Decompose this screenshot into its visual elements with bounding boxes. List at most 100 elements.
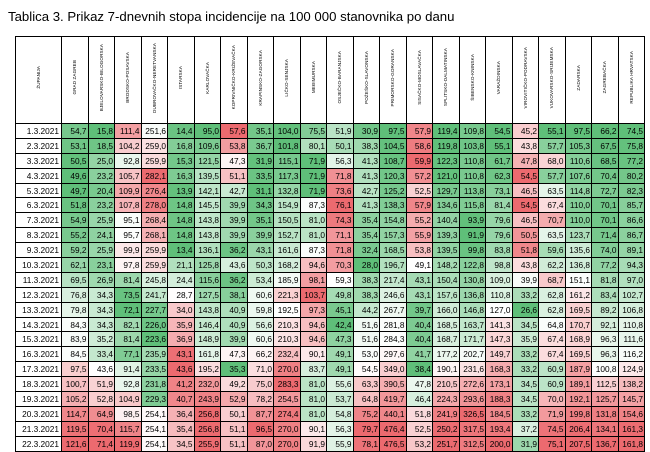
value-cell: 33,4 xyxy=(87,346,115,363)
value-cell: 99,9 xyxy=(114,242,142,259)
value-cell: 35,4 xyxy=(167,420,195,437)
value-cell: 132,8 xyxy=(273,182,301,199)
value-cell: 63,5 xyxy=(538,182,566,199)
value-cell: 55,6 xyxy=(326,376,354,393)
value-cell: 145,5 xyxy=(193,197,221,214)
date-cell: 7.3.2021 xyxy=(15,212,62,229)
value-cell: 64,8 xyxy=(538,316,566,333)
value-cell: 34,0 xyxy=(167,301,195,318)
value-cell: 71,4 xyxy=(591,227,619,244)
value-cell: 71,0 xyxy=(246,361,274,378)
table-row: 4.3.2021 49,6 23,2 105,7 282,1 16,3 139,5 51,1 3… xyxy=(15,167,645,184)
value-cell: 255,9 xyxy=(193,435,221,452)
value-cell: 71,1 xyxy=(326,227,354,244)
value-cell: 49,1 xyxy=(326,361,354,378)
value-cell: 32,4 xyxy=(352,242,380,259)
column-header: BRODSKO-POSAVSKA xyxy=(114,36,142,124)
value-cell: 97,5 xyxy=(379,123,407,139)
value-cell: 80,1 xyxy=(299,137,327,154)
column-header: VUKOVARSKO-SRIJEMSKA xyxy=(538,36,566,124)
table-row: 20.3.2021 114,7 64,9 98,5 254,1 36,4 256,8 50,1… xyxy=(15,405,645,422)
value-cell: 58,6 xyxy=(405,137,433,154)
value-cell: 122,8 xyxy=(458,257,486,273)
value-cell: 33,2 xyxy=(511,346,539,363)
value-cell: 34,5 xyxy=(511,376,539,393)
value-cell: 270,0 xyxy=(273,435,301,452)
value-cell: 31,9 xyxy=(511,435,539,452)
value-cell: 97,5 xyxy=(564,123,592,139)
value-cell: 129,7 xyxy=(432,182,460,199)
column-header-label: KRAPINSKO-ZAGORSKA xyxy=(257,49,263,106)
value-cell: 150,5 xyxy=(273,212,301,229)
value-cell: 74,5 xyxy=(617,123,645,139)
value-cell: 66,2 xyxy=(591,123,619,139)
value-cell: 20,4 xyxy=(87,182,115,199)
date-cell: 22.3.2021 xyxy=(15,435,62,452)
table-row: 15.3.2021 83,9 35,2 81,4 223,6 36,9 148,9 39,9 6… xyxy=(15,331,645,348)
value-cell: 83,4 xyxy=(591,286,619,303)
value-cell: 115,1 xyxy=(273,152,301,169)
value-cell: 43,8 xyxy=(511,257,539,273)
value-cell: 104,2 xyxy=(114,137,142,154)
value-cell: 53,4 xyxy=(246,271,274,288)
column-header-label: SPLITSKO-DALMATINSKA xyxy=(443,48,449,107)
incidence-table: ŽUPANIJA GRAD ZAGREB BJELOVARSKO-BILOGORSK… xyxy=(15,36,645,452)
value-cell: 85,7 xyxy=(617,197,645,214)
value-cell: 92,8 xyxy=(114,376,142,393)
value-cell: 47,8 xyxy=(405,376,433,393)
value-cell: 14,4 xyxy=(167,123,195,139)
value-cell: 76,1 xyxy=(326,197,354,214)
value-cell: 41,3 xyxy=(352,197,380,214)
column-header-label: ZADARSKA xyxy=(575,64,581,91)
value-cell: 241,9 xyxy=(432,405,460,422)
column-header: KOPRIVNIČKO-KRIŽEVAČKA xyxy=(220,36,248,124)
value-cell: 79,6 xyxy=(485,227,513,244)
value-cell: 67,4 xyxy=(538,331,566,348)
value-cell: 123,7 xyxy=(564,227,592,244)
value-cell: 75,2 xyxy=(352,405,380,422)
value-cell: 116,2 xyxy=(617,346,645,363)
value-cell: 35,9 xyxy=(167,316,195,333)
column-header-label: KOPRIVNIČKO-KRIŽEVAČKA xyxy=(231,45,237,110)
value-cell: 86,6 xyxy=(617,212,645,229)
column-header-label: SISAČKO-MOSLAVAČKA xyxy=(416,50,422,105)
value-cell: 35,2 xyxy=(87,331,115,348)
value-cell: 90,1 xyxy=(299,420,327,437)
value-cell: 47,3 xyxy=(220,346,248,363)
value-cell: 221,3 xyxy=(273,286,301,303)
value-cell: 134,6 xyxy=(432,197,460,214)
value-cell: 14,8 xyxy=(167,197,195,214)
column-header-label: OSJEČKO-BARANJSKA xyxy=(337,51,343,104)
value-cell: 71,9 xyxy=(538,405,566,422)
value-cell: 79,6 xyxy=(485,212,513,229)
value-cell: 259,9 xyxy=(140,257,168,273)
date-cell: 16.3.2021 xyxy=(15,346,62,363)
value-cell: 142,1 xyxy=(193,182,221,199)
value-cell: 90,1 xyxy=(299,346,327,363)
value-cell: 42,7 xyxy=(352,182,380,199)
date-cell: 3.3.2021 xyxy=(15,152,62,169)
value-cell: 110,8 xyxy=(617,316,645,333)
value-cell: 35,1 xyxy=(246,212,274,229)
value-cell: 110,0 xyxy=(564,197,592,214)
column-header-label: ŽUPANIJA xyxy=(36,66,41,89)
value-cell: 210,3 xyxy=(273,331,301,348)
value-cell: 18,5 xyxy=(87,137,115,154)
value-cell: 91,9 xyxy=(458,227,486,244)
value-cell: 43,6 xyxy=(167,361,195,378)
value-cell: 51,1 xyxy=(220,167,248,184)
value-cell: 134,1 xyxy=(591,420,619,437)
value-cell: 104,0 xyxy=(273,123,301,139)
value-cell: 71,8 xyxy=(326,167,354,184)
value-cell: 161,3 xyxy=(617,420,645,437)
value-cell: 53,8 xyxy=(405,242,433,259)
value-cell: 109,6 xyxy=(193,137,221,154)
column-header-label: ZAGREBAČKA xyxy=(602,61,608,94)
value-cell: 49,8 xyxy=(326,286,354,303)
value-cell: 130,8 xyxy=(458,271,486,288)
value-cell: 43,1 xyxy=(246,242,274,259)
value-cell: 108,7 xyxy=(379,152,407,169)
value-cell: 113,8 xyxy=(458,182,486,199)
value-cell: 62,8 xyxy=(538,286,566,303)
value-cell: 110,8 xyxy=(458,167,486,184)
